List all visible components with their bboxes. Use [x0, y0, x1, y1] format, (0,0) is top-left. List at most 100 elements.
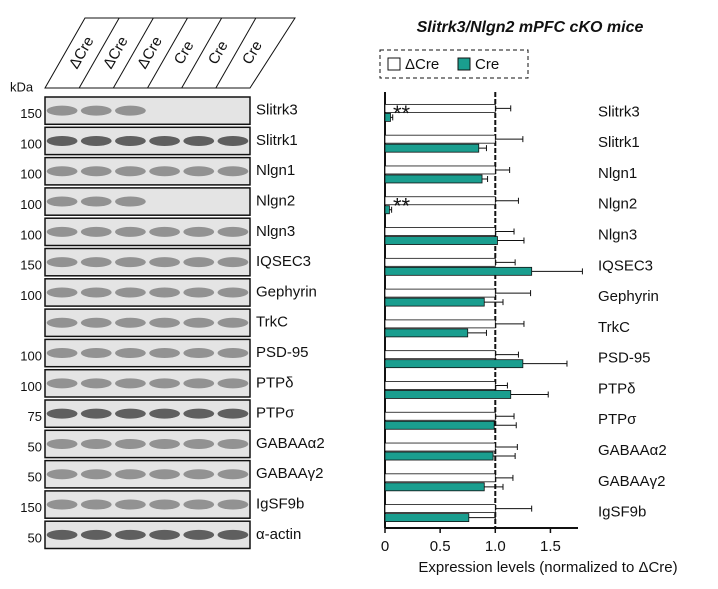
significance-label: ** [393, 101, 411, 126]
kda-marker: 150 [20, 106, 42, 121]
blot-row-label: Nlgn1 [256, 162, 295, 179]
category-label: PTPδ [598, 380, 636, 397]
blot-band [115, 408, 146, 419]
kda-marker: 150 [20, 258, 42, 273]
blot-band [217, 529, 249, 540]
category-label: Nlgn3 [598, 227, 637, 244]
blot-band [80, 196, 112, 207]
blot-strip [44, 96, 251, 126]
blot-band [46, 257, 78, 268]
bar [384, 266, 533, 276]
blot-strip [44, 520, 251, 550]
blot-band [46, 378, 78, 389]
blot-band [183, 287, 215, 298]
lane-divider [112, 17, 154, 89]
blot-band [183, 317, 215, 328]
blot-band [115, 378, 146, 389]
blot-band [217, 348, 249, 359]
category-label: GABAAα2 [598, 442, 667, 459]
blot-band [115, 529, 146, 540]
category-label: PSD-95 [598, 350, 651, 367]
lane-label: ΔCre [134, 34, 166, 72]
lane-divider [181, 17, 223, 89]
bar [384, 227, 496, 236]
blot-band [217, 226, 249, 237]
category-label: TrkC [598, 319, 630, 336]
lane-label: ΔCre [100, 34, 132, 72]
blot-band [46, 317, 78, 328]
error-bar [484, 299, 504, 306]
blot-band [80, 529, 112, 540]
blot-band [115, 317, 146, 328]
x-tick-label: 1.0 [485, 538, 506, 555]
blot-band [183, 378, 215, 389]
error-bar [494, 422, 517, 429]
blot-band [149, 529, 180, 540]
blot-band [217, 287, 249, 298]
blot-band [149, 135, 180, 146]
blot-band [183, 499, 215, 510]
unit-label: kDa [10, 79, 34, 94]
blot-row-label: Gephyrin [256, 283, 317, 300]
error-bar [468, 514, 496, 521]
blot-band [217, 499, 249, 510]
bar [384, 112, 391, 122]
bar [384, 288, 496, 298]
bar [384, 143, 480, 153]
blot-band [80, 257, 112, 268]
blot-strip [44, 459, 251, 489]
blot-band [46, 469, 78, 480]
blot-band [149, 408, 180, 419]
blot-strip [44, 217, 251, 247]
blot-band [183, 469, 215, 480]
category-label: Slitrk1 [598, 134, 640, 151]
blot-band [80, 438, 112, 449]
lane-label: Cre [205, 38, 232, 67]
blot-band [115, 135, 146, 146]
blot-band [149, 499, 180, 510]
blot-strip [44, 399, 251, 429]
blot-band [115, 105, 146, 116]
bar [384, 174, 483, 184]
blot-band [46, 105, 78, 116]
blot-strip [44, 429, 251, 459]
x-axis-label: Expression levels (normalized to ΔCre) [418, 559, 677, 576]
category-label: IQSEC3 [598, 257, 653, 274]
kda-marker: 100 [20, 379, 42, 394]
blot-band [149, 438, 180, 449]
error-bar [495, 474, 514, 481]
blot-row-label: IQSEC3 [256, 253, 311, 270]
error-bar [495, 444, 518, 451]
error-bar [389, 206, 393, 213]
blot-band [183, 408, 215, 419]
bar [384, 390, 512, 399]
error-bar [495, 105, 512, 112]
error-bar [495, 290, 532, 297]
error-bar [484, 483, 504, 490]
blot-band [80, 226, 112, 237]
bar [384, 381, 496, 390]
blot-band [80, 499, 112, 510]
blot-band [80, 378, 112, 389]
error-bar [495, 259, 516, 266]
blot-row-label: GABAAγ2 [256, 465, 324, 482]
blot-band [217, 135, 249, 146]
bar [384, 319, 496, 329]
blot-band [46, 226, 78, 237]
bar [384, 236, 498, 245]
error-bar [482, 175, 489, 182]
blot-band [149, 287, 180, 298]
legend-swatch [457, 57, 471, 71]
legend-label: Cre [475, 56, 499, 73]
error-bar [495, 228, 515, 235]
blot-band [115, 196, 146, 207]
blot-row-label: TrkC [256, 314, 288, 331]
blot-row-label: GABAAα2 [256, 435, 325, 452]
error-bar [495, 505, 533, 512]
blot-band [115, 469, 146, 480]
blot-band [80, 135, 112, 146]
blot-row-label: PTPδ [256, 374, 294, 391]
error-bar [497, 237, 525, 244]
blot-row-label: PTPσ [256, 405, 295, 422]
error-bar [495, 197, 519, 204]
